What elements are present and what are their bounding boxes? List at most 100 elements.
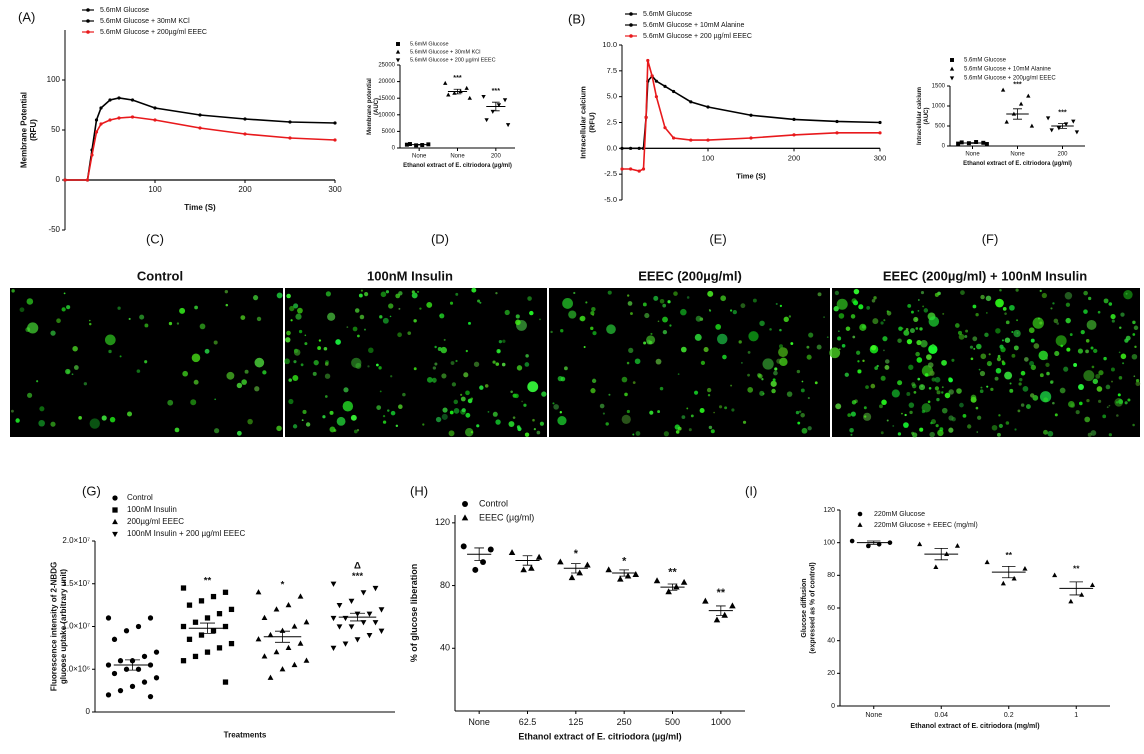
y-tick-label: 100: [47, 75, 61, 84]
cell: [1020, 403, 1025, 407]
legend-label: Control: [127, 493, 153, 502]
cell: [991, 424, 998, 431]
cell: [449, 301, 454, 305]
cell: [1108, 433, 1112, 437]
cell: [740, 361, 743, 364]
legend-label: 220mM Glucose: [874, 511, 925, 518]
point: [267, 674, 274, 680]
cell: [539, 318, 541, 321]
cell: [335, 339, 341, 345]
cell: [1002, 306, 1007, 311]
cell: [910, 328, 915, 334]
cell: [988, 363, 991, 366]
error-bar: [619, 569, 629, 577]
point: [255, 636, 262, 642]
x-tick-label: 200: [1057, 151, 1068, 157]
cell: [773, 370, 778, 376]
point: [849, 538, 855, 544]
cell: [964, 335, 968, 338]
cell: [465, 349, 468, 353]
point: [261, 653, 268, 659]
cell: [254, 357, 265, 368]
cell: [358, 293, 363, 298]
cell: [628, 347, 634, 353]
legend-marker: [949, 66, 955, 71]
cell: [850, 314, 856, 319]
cell: [167, 399, 174, 406]
cell: [1033, 343, 1040, 349]
cell: [1108, 404, 1111, 407]
cell: [923, 308, 929, 313]
cell: [911, 310, 914, 314]
y-tick-label: 5.0×10⁶: [62, 664, 90, 673]
point: [273, 606, 280, 612]
cell: [336, 416, 346, 426]
cell: [1098, 370, 1104, 376]
point: [153, 106, 157, 110]
cell: [317, 346, 322, 350]
point: [680, 578, 688, 585]
cell: [970, 396, 977, 403]
cell: [937, 429, 944, 437]
point: [443, 80, 448, 85]
point: [1018, 101, 1024, 106]
y-tick-label: 1500: [932, 84, 946, 90]
point: [1026, 93, 1031, 98]
cell: [380, 291, 387, 298]
cell: [1011, 353, 1016, 358]
cell: [244, 369, 249, 374]
cell: [644, 313, 650, 319]
cell: [591, 378, 597, 384]
cell: [886, 419, 889, 422]
cell: [290, 319, 293, 322]
legend-marker: [86, 19, 90, 23]
cell: [650, 332, 653, 335]
cell: [948, 389, 954, 395]
cell: [769, 328, 772, 331]
cell: [686, 407, 689, 410]
cell: [226, 371, 235, 380]
cell: [1083, 309, 1088, 314]
cell: [364, 328, 366, 331]
cell: [498, 340, 503, 344]
cell: [1092, 378, 1099, 385]
cell: [707, 290, 714, 297]
y-axis-label: Membrane potential: [367, 78, 373, 135]
panel-letter: (D): [431, 231, 449, 246]
point: [629, 167, 633, 171]
y-tick-label: 40: [440, 643, 450, 653]
cell: [402, 392, 406, 397]
x-axis-label: Ethanol extract of E. citriodora (µg/ml): [963, 161, 1072, 167]
cell: [871, 299, 876, 303]
legend-label: 220mM Glucose + EEEC (mg/ml): [874, 522, 978, 529]
point: [464, 85, 469, 90]
cell: [214, 398, 217, 401]
annotation: **: [204, 575, 212, 586]
cell: [1118, 351, 1121, 354]
annotation: ***: [453, 73, 462, 82]
point: [749, 113, 753, 117]
cell: [1043, 397, 1049, 403]
x-tick-label: 500: [665, 717, 680, 727]
cell: [627, 294, 630, 297]
cell: [771, 388, 776, 394]
cell: [845, 326, 851, 331]
point: [984, 559, 990, 565]
cell: [293, 360, 297, 364]
cell: [1016, 319, 1018, 322]
cell: [941, 407, 948, 414]
cell: [935, 424, 939, 428]
cell: [126, 411, 133, 417]
cell: [89, 418, 100, 429]
cell: [627, 301, 633, 306]
cell: [329, 426, 336, 433]
cell: [1134, 345, 1137, 349]
point: [366, 611, 373, 617]
cell: [864, 415, 867, 418]
cell: [880, 321, 884, 325]
cell: [1054, 413, 1058, 417]
cell: [492, 360, 496, 364]
cell: [422, 423, 425, 426]
legend-marker: [112, 507, 118, 513]
